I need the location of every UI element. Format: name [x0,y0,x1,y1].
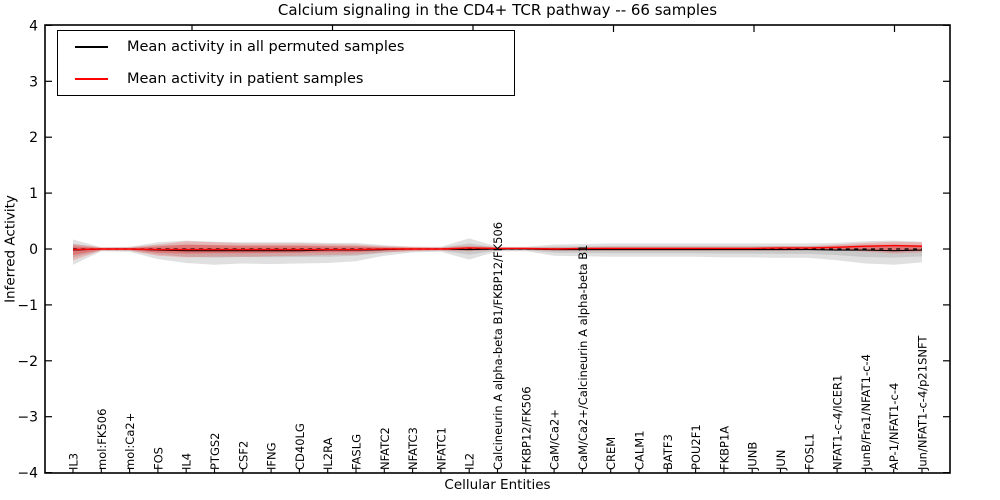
x-tick-label: NFATC3 [406,427,420,470]
legend-label-permuted: Mean activity in all permuted samples [127,39,405,55]
x-tick-label: CaM/Ca2+/Calcineurin A alpha-beta B1 [576,245,590,470]
x-tick-label: PTGS2 [208,433,222,471]
x-tick-label: JUNB [746,442,760,471]
x-tick-label: FOS [151,447,165,470]
chart-title: Calcium signaling in the CD4+ TCR pathwa… [277,1,718,19]
permuted-samples-spread-band [73,238,922,265]
legend-line-permuted-icon [75,46,108,48]
legend-line-patient-icon [75,78,108,80]
x-tick-label: NFATC2 [378,427,392,470]
x-tick-label: CREM [604,437,618,470]
x-tick-label: IL3 [67,453,81,470]
x-tick-label: NFAT1-c-4/ICER1 [831,375,845,470]
x-tick-label: mol:FK506 [95,409,109,470]
x-tick-label: NFATC1 [434,427,448,470]
y-axis-label: Inferred Activity [2,195,19,303]
x-tick-label: FKBP12/FK506 [519,386,533,470]
y-tick-label: −4 [17,466,38,482]
x-tick-label: POU2F1 [689,424,703,470]
x-tick-label: mol:Ca2+ [123,413,137,470]
x-tick-label: CD40LG [293,423,307,470]
legend-entry-patient: Mean activity in patient samples [75,71,514,87]
y-tick-label: 3 [29,74,38,90]
y-tick-label: −2 [17,354,38,370]
x-tick-label: CSF2 [236,441,250,470]
y-tick-label: 4 [29,18,38,34]
x-tick-label: IL4 [180,453,194,470]
patient-samples-spread-band-inner [73,244,922,256]
x-tick-label: Calcineurin A alpha-beta B1/FKBP12/FK506 [491,222,505,470]
x-tick-label: AP-1/NFAT1-c-4 [887,383,901,470]
y-tick-label: 0 [29,242,38,258]
x-tick-label: JUN [774,450,788,471]
x-tick-label: FASLG [350,434,364,470]
patient-mean-line [72,244,923,251]
x-tick-label: CALM1 [633,430,647,470]
x-tick-label: FOSL1 [802,433,816,470]
y-tick-label: 1 [29,186,38,202]
y-tick-label: 2 [29,130,38,146]
x-axis-label: Cellular Entities [444,477,551,493]
x-tick-label: FKBP1A [717,426,731,470]
x-tick-label: CaM/Ca2+ [548,409,562,470]
x-tick-label: IL2 [463,453,477,470]
x-tick-label: Jun/NFAT1-c-4/p21SNFT [916,335,930,471]
x-tick-label: JunB/Fra1/NFAT1-c-4 [859,354,873,471]
x-tick-label: IL2RA [321,437,335,470]
x-tick-label: IFNG [265,442,279,470]
legend-entry-permuted: Mean activity in all permuted samples [75,39,514,55]
y-tick-label: −1 [17,298,38,314]
patient-samples-spread-band [73,241,922,261]
legend-label-patient: Mean activity in patient samples [127,71,364,87]
x-tick-label: BATF3 [661,434,675,470]
legend: Mean activity in all permuted samples Me… [57,30,515,96]
y-tick-label: −3 [17,410,38,426]
permuted-samples-spread-band-inner [73,243,922,258]
